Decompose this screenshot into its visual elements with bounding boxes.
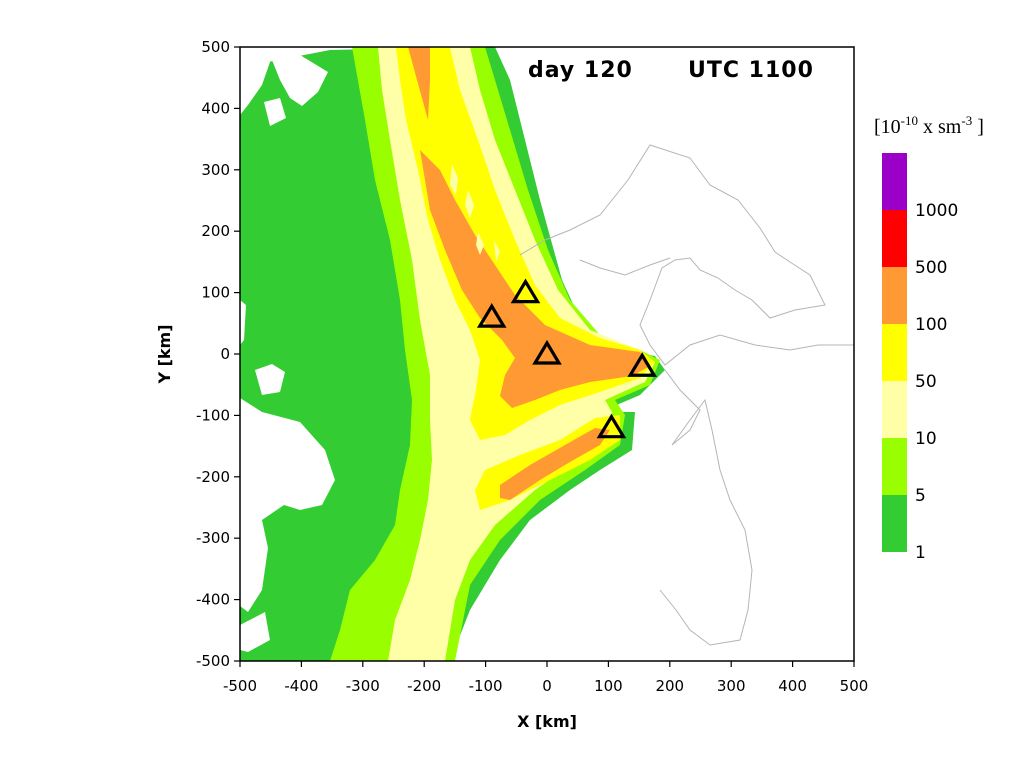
x-axis: -500 -400 -300 -200 -100 0 100 200 300 400 500 [223,661,868,695]
legend-swatch [882,495,907,552]
contour-gaps [240,47,335,652]
x-tick-label: 200 [655,677,684,695]
legend-level-label: 100 [915,315,947,335]
y-axis: -500 -400 -300 -200 -100 0 100 200 300 400 500 [196,38,240,670]
y-tick-label: 300 [201,161,230,179]
y-tick-label: 100 [201,284,230,302]
y-tick-label: -400 [196,591,230,609]
y-tick-label: 400 [201,99,230,117]
x-tick-label: 100 [594,677,623,695]
y-tick-label: -100 [196,406,230,424]
coastline [519,144,854,646]
legend-swatch [882,210,907,267]
source-triangle-marker [476,303,507,328]
y-tick-label: 500 [201,38,230,56]
x-tick-label: -200 [407,677,441,695]
y-tick-label: 200 [201,222,230,240]
contour-streaks [450,165,500,262]
x-tick-label: 0 [542,677,552,695]
legend-swatches [882,153,907,552]
legend-level-label: 1000 [915,201,958,221]
y-axis-title: Y [km] [155,324,174,384]
legend-swatch [882,153,907,210]
source-triangle-marker [510,278,541,304]
legend-swatch [882,267,907,324]
y-tick-label: -300 [196,529,230,547]
contour-fill-100-500 [408,47,650,500]
legend-swatch [882,324,907,381]
legend-level-label: 10 [915,429,937,449]
legend-swatch [882,381,907,438]
x-tick-label: -400 [284,677,318,695]
legend-level-label: 50 [915,372,937,392]
legend: [10-10 x sm-3 ] 1000 500 100 50 10 5 1 [874,113,984,563]
legend-swatch [882,438,907,495]
source-triangle-marker [596,413,627,439]
x-tick-label: -100 [469,677,503,695]
plot-area [240,47,854,661]
legend-labels: 1000 500 100 50 10 5 1 [915,201,958,563]
plot-title-day: day 120 [528,58,633,83]
x-tick-label: -500 [223,677,257,695]
legend-level-label: 500 [915,258,947,278]
legend-level-label: 1 [915,543,926,563]
x-tick-label: 500 [840,677,869,695]
x-tick-label: 300 [717,677,746,695]
legend-level-label: 5 [915,486,926,506]
x-tick-label: 400 [778,677,807,695]
y-tick-label: -500 [196,652,230,670]
source-triangle-marker [532,339,562,365]
plot-title-utc: UTC 1100 [688,58,814,83]
legend-unit: [10-10 x sm-3 ] [874,113,984,138]
x-axis-title: X [km] [517,712,577,731]
source-triangle-marker [627,352,657,377]
x-tick-label: -300 [346,677,380,695]
y-tick-label: 0 [220,345,230,363]
source-markers [476,278,657,439]
y-tick-label: -200 [196,468,230,486]
